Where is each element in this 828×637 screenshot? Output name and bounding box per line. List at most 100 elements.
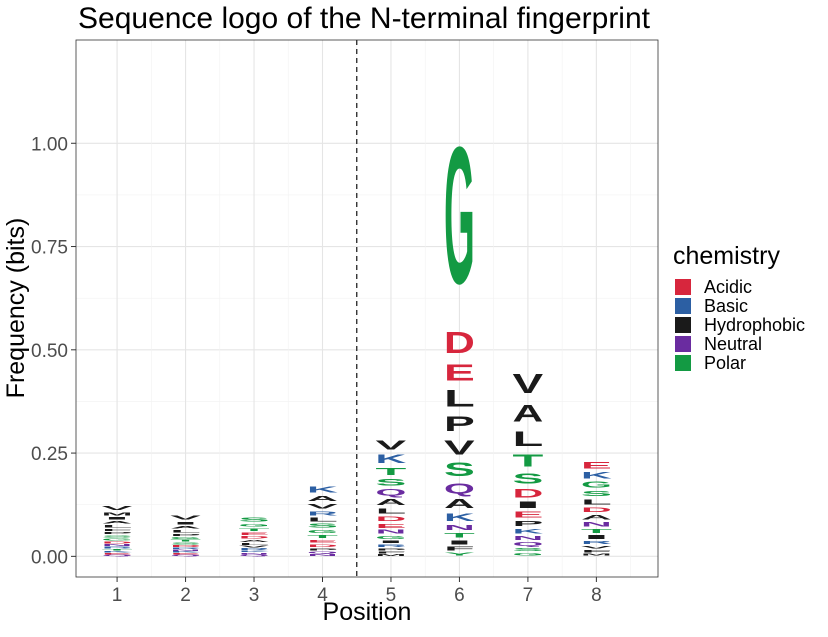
logo-letter-M: M (102, 511, 133, 516)
logo-letter-S: S (513, 547, 544, 552)
logo-letter-S: S (102, 535, 133, 538)
logo-letter-K: K (239, 551, 270, 553)
x-axis-title: Position (323, 598, 412, 626)
logo-letter-R: R (581, 540, 612, 545)
logo-letter-A: A (239, 540, 270, 543)
logo-letter-I: I (376, 540, 407, 544)
logo-letter-P: P (170, 533, 201, 536)
logo-letter-R: R (170, 547, 201, 549)
logo-letter-E: E (102, 553, 133, 555)
logo-letter-K: K (513, 528, 544, 535)
logo-letter-K: K (102, 551, 133, 553)
logo-letter-V: V (444, 436, 475, 459)
y-axis-title: Frequency (bits) (2, 218, 30, 399)
logo-letter-D: D (102, 541, 133, 544)
logo-letter-F: F (376, 551, 407, 554)
logo-letter-L: L (239, 543, 270, 546)
logo-letter-S: S (581, 490, 612, 498)
logo-letter-D: D (239, 536, 270, 540)
logo-letter-E: E (376, 522, 407, 529)
logo-letter-N: N (376, 529, 407, 535)
logo-letter-V: V (513, 369, 544, 400)
logo-letter-D: D (581, 506, 612, 513)
legend-label-hydrophobic: Hydrophobic (704, 315, 805, 335)
logo-letter-M: M (581, 553, 612, 556)
logo-letter-K: K (170, 551, 201, 553)
logo-letter-V: V (170, 515, 201, 521)
logo-letter-T: T (239, 527, 270, 531)
y-tick-label: 1.00 (31, 134, 68, 155)
logo-letter-S: S (444, 459, 475, 480)
plot-panel-border (75, 39, 659, 578)
logo-letter-T: T (307, 534, 338, 539)
logo-letter-T: T (444, 531, 475, 539)
logo-letter-S: S (513, 471, 544, 487)
logo-letter-D: D (444, 326, 475, 360)
logo-letter-I: I (444, 539, 475, 546)
logo-letter-E: E (581, 460, 612, 471)
logo-letter-T: T (581, 528, 612, 535)
logo-letter-N: N (581, 521, 612, 528)
logo-letter-A: A (102, 521, 133, 525)
logo-letter-G: G (513, 552, 544, 556)
x-axis-ticks: 1 2 3 4 5 6 7 8 (112, 577, 602, 606)
logo-letter-P: P (102, 532, 133, 535)
logo-letter-P: P (376, 548, 407, 551)
logo-letter-A: A (170, 526, 201, 530)
logo-letter-R: R (307, 510, 338, 517)
y-tick-label: 0.75 (31, 238, 68, 259)
logo-letter-D: D (513, 487, 544, 500)
logo-letter-S: S (307, 523, 338, 529)
logo-letter-L: L (376, 507, 407, 515)
y-tick-label: 0.00 (31, 547, 68, 568)
legend-swatch-polar (675, 355, 691, 371)
logo-letter-E: E (444, 360, 475, 386)
chart-title: Sequence logo of the N-terminal fingerpr… (78, 2, 651, 35)
logo-letter-G: G (444, 105, 475, 324)
logo-letter-V: V (581, 545, 612, 549)
logo-letter-Q: Q (239, 555, 270, 557)
logo-stacks: QEKTRNDGSPFLAIMVQEKNRDSTGPLAIVQNKRVLADET… (102, 105, 612, 556)
logo-letter-R: R (239, 548, 270, 550)
logo-letter-L: L (307, 517, 338, 523)
logo-letter-L: L (170, 530, 201, 534)
y-axis-ticks: 0.00 0.25 0.50 0.75 1.00 (31, 134, 76, 568)
logo-letter-K: K (444, 511, 475, 523)
logo-letter-V: V (239, 546, 270, 548)
logo-letter-D: D (307, 544, 338, 548)
logo-letter-F: F (444, 546, 475, 552)
logo-letter-K: K (581, 470, 612, 480)
legend-swatch-neutral (675, 336, 691, 352)
logo-letter-P: P (307, 548, 338, 551)
x-tick-label: 4 (317, 585, 328, 606)
logo-letter-I: I (581, 534, 612, 540)
logo-letter-Q: Q (102, 555, 133, 557)
logo-letter-T: T (513, 451, 544, 471)
logo-letter-G: G (170, 537, 201, 540)
legend-swatch-acidic (675, 279, 691, 295)
x-tick-label: 5 (386, 585, 397, 606)
logo-letter-Q: Q (444, 481, 475, 497)
logo-letter-F: F (102, 528, 133, 531)
y-tick-label: 0.50 (31, 341, 68, 362)
logo-letter-E: E (170, 553, 201, 555)
x-tick-label: 1 (112, 585, 123, 606)
logo-letter-T: T (170, 539, 201, 542)
logo-letter-V: V (376, 438, 407, 453)
legend-swatch-basic (675, 298, 691, 314)
logo-letter-G: G (307, 529, 338, 534)
logo-letter-I: I (102, 516, 133, 520)
logo-letter-T: T (102, 549, 133, 551)
logo-letter-N: N (239, 553, 270, 555)
logo-letter-E: E (239, 532, 270, 536)
y-tick-label: 0.25 (31, 444, 68, 465)
x-tick-label: 6 (454, 585, 465, 606)
x-tick-label: 7 (523, 585, 534, 606)
logo-letter-A: A (307, 495, 338, 503)
logo-letter-I: I (513, 500, 544, 510)
